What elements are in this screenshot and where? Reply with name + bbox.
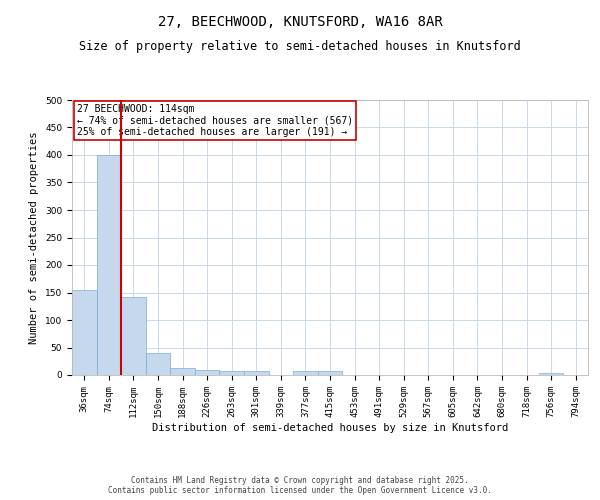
- Y-axis label: Number of semi-detached properties: Number of semi-detached properties: [29, 131, 40, 344]
- Bar: [220, 370, 244, 375]
- Bar: [146, 353, 170, 375]
- Bar: [293, 371, 318, 375]
- Bar: [539, 374, 563, 375]
- Text: 27 BEECHWOOD: 114sqm
← 74% of semi-detached houses are smaller (567)
25% of semi: 27 BEECHWOOD: 114sqm ← 74% of semi-detac…: [77, 104, 353, 138]
- Bar: [195, 370, 220, 375]
- Bar: [244, 370, 269, 375]
- Bar: [170, 368, 195, 375]
- Bar: [121, 297, 146, 375]
- Text: 27, BEECHWOOD, KNUTSFORD, WA16 8AR: 27, BEECHWOOD, KNUTSFORD, WA16 8AR: [158, 15, 442, 29]
- Bar: [72, 290, 97, 375]
- Bar: [97, 155, 121, 375]
- X-axis label: Distribution of semi-detached houses by size in Knutsford: Distribution of semi-detached houses by …: [152, 422, 508, 432]
- Text: Size of property relative to semi-detached houses in Knutsford: Size of property relative to semi-detach…: [79, 40, 521, 53]
- Text: Contains HM Land Registry data © Crown copyright and database right 2025.
Contai: Contains HM Land Registry data © Crown c…: [108, 476, 492, 495]
- Bar: [318, 371, 342, 375]
